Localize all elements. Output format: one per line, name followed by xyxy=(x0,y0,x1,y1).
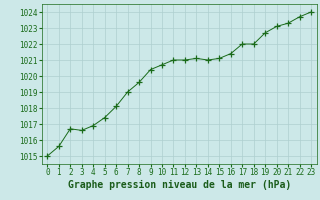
X-axis label: Graphe pression niveau de la mer (hPa): Graphe pression niveau de la mer (hPa) xyxy=(68,180,291,190)
